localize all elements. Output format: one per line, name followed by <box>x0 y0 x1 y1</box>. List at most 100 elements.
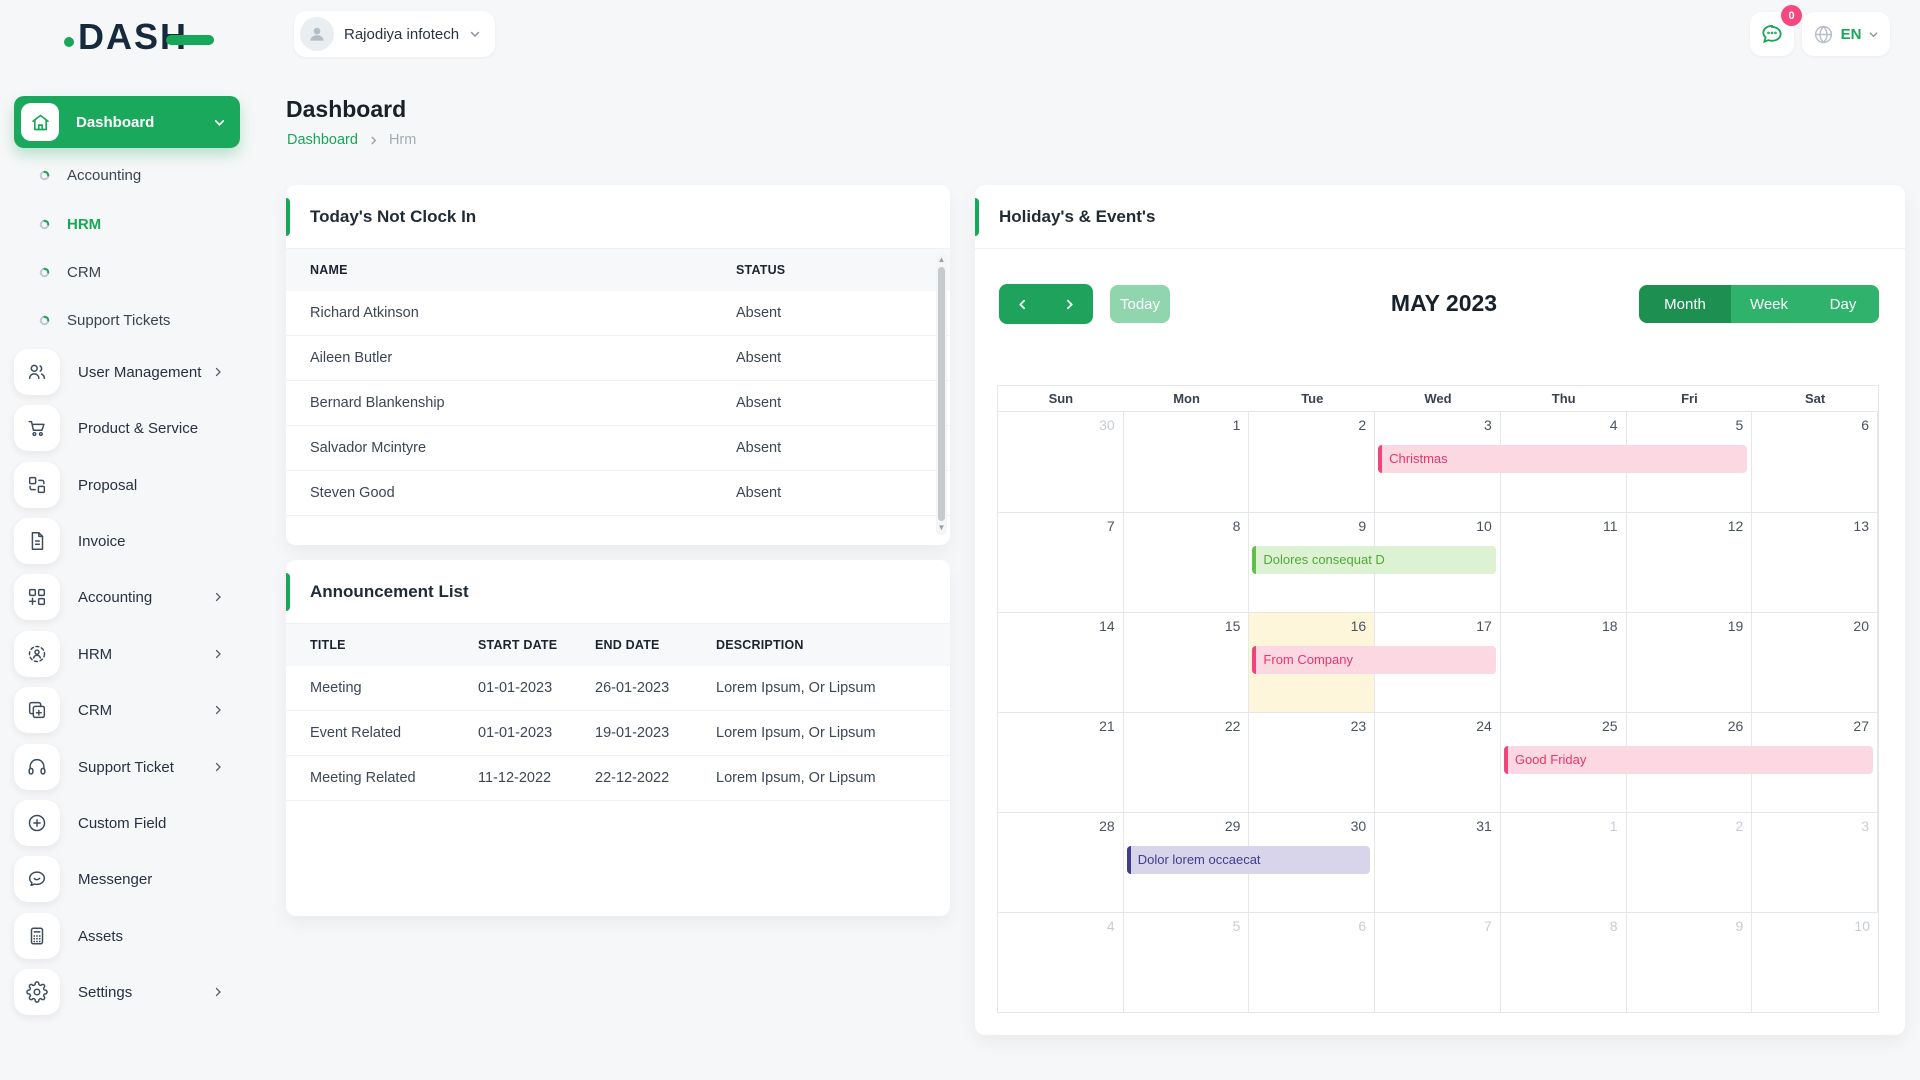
prev-month-button[interactable] <box>999 284 1046 324</box>
calendar-day-cell[interactable]: 5 <box>1627 412 1753 512</box>
bullet-icon <box>39 267 50 277</box>
calendar-week-row: 4 5 6 7 8 9 10 <box>998 912 1878 1012</box>
sidebar-subitem-support-tickets[interactable]: Support Tickets <box>12 303 248 337</box>
day-number: 19 <box>1727 618 1744 634</box>
calendar-day-cell[interactable]: 2 <box>1249 412 1376 512</box>
sidebar-subitem-accounting[interactable]: Accounting <box>12 158 248 192</box>
user-icon <box>310 27 324 41</box>
calendar-day-cell[interactable]: 31 <box>1375 813 1501 912</box>
cell-end-date: 19-01-2023 <box>595 725 670 741</box>
sidebar-item-user-management[interactable]: User Management <box>14 349 240 395</box>
scroll-up-icon[interactable]: ▲ <box>937 255 946 264</box>
day-number: 2 <box>1358 417 1367 433</box>
calendar-day-cell[interactable]: 8 <box>1501 913 1627 1012</box>
calendar-day-cell[interactable]: 30 <box>998 412 1124 512</box>
calendar-event-good-friday[interactable]: Good Friday <box>1503 746 1873 774</box>
sidebar-item-proposal[interactable]: Proposal <box>14 462 240 508</box>
calendar-event-dolores-consequat-d[interactable]: Dolores consequat D <box>1252 546 1496 574</box>
calendar-day-cell[interactable]: 4 <box>998 913 1124 1012</box>
scrollbar-thumb[interactable] <box>938 267 945 521</box>
language-selector[interactable]: EN <box>1802 12 1890 56</box>
sidebar-subitem-hrm[interactable]: HRM <box>12 207 248 241</box>
sidebar-item-settings[interactable]: Settings <box>14 969 240 1015</box>
cell-description: Lorem Ipsum, Or Lipsum <box>716 725 876 741</box>
avatar <box>300 17 334 51</box>
sidebar-item-invoice[interactable]: Invoice <box>14 518 240 564</box>
day-number: 9 <box>1735 918 1744 934</box>
calendar-event-dolor-lorem-occaecat[interactable]: Dolor lorem occaecat <box>1126 846 1371 874</box>
today-button[interactable]: Today <box>1110 285 1170 323</box>
table-row: Steven Good Absent <box>286 471 950 516</box>
company-selector[interactable]: Rajodiya infotech <box>294 11 496 57</box>
day-number: 3 <box>1861 818 1869 834</box>
sidebar-item-support-ticket[interactable]: Support Ticket <box>14 744 240 790</box>
calendar-day-cell[interactable]: 15 <box>1124 613 1250 712</box>
sidebar-item-custom-field[interactable]: Custom Field <box>14 800 240 846</box>
calendar-day-cell[interactable]: 1 <box>1124 412 1250 512</box>
next-month-button[interactable] <box>1046 284 1093 324</box>
sidebar-item-dashboard[interactable]: Dashboard <box>14 96 240 148</box>
calendar-day-cell[interactable]: 5 <box>1124 913 1250 1012</box>
cart-icon <box>14 405 60 451</box>
sidebar-subitem-label: Accounting <box>67 166 142 184</box>
calendar-day-cell[interactable]: 19 <box>1627 613 1753 712</box>
clockin-card: Today's Not Clock In NAME STATUS Richard… <box>286 185 950 545</box>
announcement-card-title: Announcement List <box>310 581 469 601</box>
sidebar-item-hrm[interactable]: HRM <box>14 631 240 677</box>
calendar-event-christmas[interactable]: Christmas <box>1378 445 1748 473</box>
calendar-day-cell[interactable]: 8 <box>1124 513 1250 612</box>
view-button-week[interactable]: Week <box>1731 285 1807 323</box>
hrm-icon <box>14 631 60 677</box>
calendar-day-cell[interactable]: 11 <box>1501 513 1627 612</box>
calendar-day-cell[interactable]: 6 <box>1249 913 1376 1012</box>
sidebar-item-label: Accounting <box>78 588 153 606</box>
cell-description: Lorem Ipsum, Or Lipsum <box>716 680 876 696</box>
calendar-day-cell[interactable]: 9 <box>1627 913 1753 1012</box>
calendar-day-cell[interactable]: 2 <box>1627 813 1753 912</box>
calendar-day-cell[interactable]: 18 <box>1501 613 1627 712</box>
calendar-day-cell[interactable]: 22 <box>1124 713 1250 812</box>
sidebar-item-assets[interactable]: Assets <box>14 913 240 959</box>
calendar-day-cell[interactable]: 6 <box>1752 412 1878 512</box>
scroll-down-icon[interactable]: ▼ <box>937 523 946 532</box>
calendar-day-cell[interactable]: 27 <box>1752 713 1878 812</box>
sidebar-item-accounting[interactable]: Accounting <box>14 574 240 620</box>
cell-name: Steven Good <box>310 485 395 501</box>
breadcrumb-dashboard-link[interactable]: Dashboard <box>287 132 358 148</box>
calendar-day-cell[interactable]: 10 <box>1375 513 1501 612</box>
calendar-day-cell[interactable]: 3 <box>1752 813 1878 912</box>
chevron-down-icon <box>1870 31 1878 37</box>
table-row: Salvador Mcintyre Absent <box>286 426 950 471</box>
calendar-day-cell[interactable]: 12 <box>1627 513 1753 612</box>
sidebar-item-product-service[interactable]: Product & Service <box>14 405 240 451</box>
calendar-day-cell[interactable]: 13 <box>1752 513 1878 612</box>
messages-button[interactable]: 0 <box>1750 5 1802 56</box>
calendar-day-cell[interactable]: 30 <box>1249 813 1376 912</box>
calendar-event-from-company[interactable]: From Company <box>1252 646 1496 674</box>
calendar-day-cell[interactable]: 17 <box>1375 613 1501 712</box>
custom-field-icon <box>14 800 60 846</box>
calendar-day-cell[interactable]: 28 <box>998 813 1124 912</box>
sidebar-item-crm[interactable]: CRM <box>14 687 240 733</box>
sidebar-subitem-crm[interactable]: CRM <box>12 255 248 289</box>
calendar-day-cell[interactable]: 7 <box>1375 913 1501 1012</box>
scrollbar[interactable]: ▲ ▼ <box>936 253 947 535</box>
messenger-icon <box>14 856 60 902</box>
view-button-month[interactable]: Month <box>1639 285 1731 323</box>
chevron-right-icon <box>215 367 221 377</box>
calendar-day-cell[interactable]: 7 <box>998 513 1124 612</box>
sidebar-item-messenger[interactable]: Messenger <box>14 856 240 902</box>
view-button-day[interactable]: Day <box>1807 285 1879 323</box>
calendar-day-cell[interactable]: 21 <box>998 713 1124 812</box>
calendar-day-cell[interactable]: 10 <box>1752 913 1878 1012</box>
calendar-day-cell[interactable]: 14 <box>998 613 1124 712</box>
cell-status: Absent <box>736 440 782 456</box>
calendar-day-cell[interactable]: 23 <box>1249 713 1376 812</box>
sidebar-item-label: HRM <box>78 645 113 663</box>
calendar-day-cell[interactable]: 20 <box>1752 613 1878 712</box>
calendar-day-cell[interactable]: 24 <box>1375 713 1501 812</box>
table-row: Bernard Blankenship Absent <box>286 381 950 426</box>
cell-status: Absent <box>736 305 782 321</box>
calendar-day-cell[interactable]: 1 <box>1501 813 1627 912</box>
